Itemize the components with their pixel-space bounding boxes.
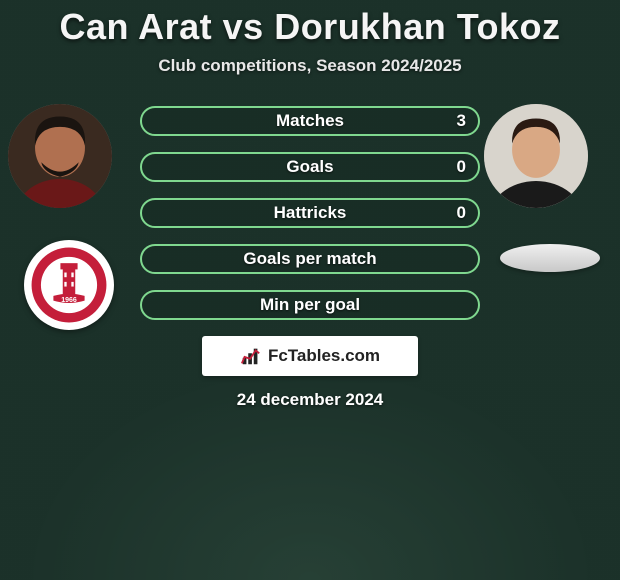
stat-row: Hattricks 0 bbox=[140, 198, 480, 228]
brand-text: FcTables.com bbox=[268, 346, 380, 366]
crest-icon: 1966 bbox=[30, 246, 108, 324]
stat-row: Min per goal bbox=[140, 290, 480, 320]
player-left-avatar bbox=[8, 104, 112, 208]
comparison-panel: 1966 Matches 3 Goals 0 Hattricks 0 Goals per m… bbox=[0, 104, 620, 410]
stat-label: Matches bbox=[276, 111, 344, 131]
player-right-avatar bbox=[484, 104, 588, 208]
stat-label: Hattricks bbox=[274, 203, 347, 223]
svg-text:1966: 1966 bbox=[61, 297, 77, 304]
person-icon bbox=[484, 104, 588, 208]
stat-row: Matches 3 bbox=[140, 106, 480, 136]
stat-label: Min per goal bbox=[260, 295, 360, 315]
stat-value-right: 3 bbox=[457, 111, 466, 131]
stats-list: Matches 3 Goals 0 Hattricks 0 Goals per match M… bbox=[140, 104, 480, 320]
person-icon bbox=[8, 104, 112, 208]
stat-value-right: 0 bbox=[457, 157, 466, 177]
stat-value-right: 0 bbox=[457, 203, 466, 223]
stat-label: Goals per match bbox=[243, 249, 376, 269]
stat-row: Goals 0 bbox=[140, 152, 480, 182]
stat-label: Goals bbox=[286, 157, 333, 177]
stat-row: Goals per match bbox=[140, 244, 480, 274]
bar-chart-icon bbox=[240, 345, 262, 367]
page-title: Can Arat vs Dorukhan Tokoz bbox=[0, 0, 620, 48]
date-label: 24 december 2024 bbox=[0, 390, 620, 410]
brand-badge: FcTables.com bbox=[202, 336, 418, 376]
team-left-crest: 1966 bbox=[24, 240, 114, 330]
page-subtitle: Club competitions, Season 2024/2025 bbox=[0, 56, 620, 76]
team-right-crest bbox=[500, 244, 600, 272]
